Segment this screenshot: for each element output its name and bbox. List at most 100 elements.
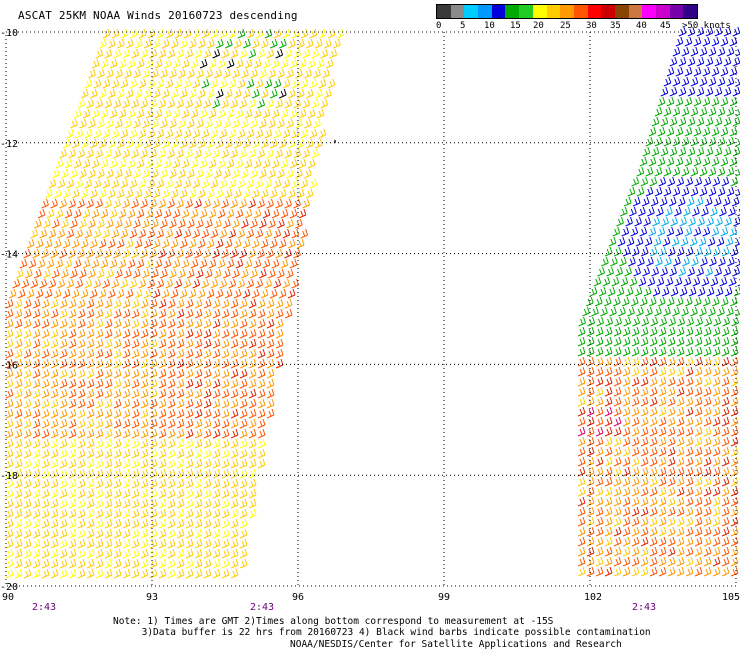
wind-barb (658, 516, 667, 527)
wind-barb (257, 298, 266, 309)
wind-barb (604, 396, 613, 407)
lon-label: 96 (292, 592, 304, 603)
wind-barb (595, 476, 604, 487)
wind-barb (685, 496, 694, 507)
wind-barb (586, 526, 595, 537)
wind-barb (91, 158, 100, 169)
wind-barb (586, 546, 595, 557)
wind-barb (607, 286, 616, 297)
wind-barb (185, 548, 194, 559)
wind-barb (627, 306, 635, 317)
wind-barb (257, 428, 266, 439)
wind-barb (672, 46, 681, 57)
wind-barb (149, 458, 158, 469)
lon-label: 90 (2, 592, 14, 603)
wind-barb (681, 306, 689, 317)
wind-barb (199, 158, 208, 169)
wind-barb (208, 58, 217, 69)
wind-barb (86, 438, 95, 449)
wind-barb (701, 276, 710, 287)
wind-barb (32, 398, 41, 409)
wind-barb (95, 548, 104, 559)
wind-barb (696, 116, 705, 127)
wind-barb (131, 328, 140, 339)
legend-tick-labels: 0 5 10 15 20 25 30 35 40 45 >50 knots (436, 19, 736, 31)
wind-barb (658, 386, 667, 397)
wind-barb (86, 528, 95, 539)
wind-barb (50, 308, 59, 319)
wind-barb (185, 458, 194, 469)
wind-barb (712, 446, 721, 457)
wind-barb (145, 158, 154, 169)
wind-barb (257, 458, 266, 469)
wind-barb (217, 58, 226, 69)
wind-barb (293, 248, 301, 259)
wind-barb (23, 298, 32, 309)
lon-label: 99 (438, 592, 450, 603)
wind-barb (696, 266, 704, 277)
wind-barb (68, 338, 77, 349)
wind-barb (77, 548, 86, 559)
wind-barb (113, 148, 121, 159)
wind-barb (59, 378, 68, 389)
wind-barb (203, 348, 212, 359)
wind-barb (59, 308, 68, 319)
wind-barb (577, 346, 586, 357)
wind-barb (50, 458, 59, 469)
wind-barb (712, 326, 721, 337)
wind-barb (86, 318, 95, 329)
wind-barb (14, 388, 23, 399)
wind-barb (577, 416, 586, 427)
wind-barb (645, 136, 654, 147)
wind-barb (230, 468, 239, 479)
wind-barb (264, 78, 273, 89)
wind-barb (183, 28, 192, 39)
wind-barb (735, 138, 740, 147)
wind-barb (293, 148, 301, 159)
wind-barb (711, 226, 720, 237)
wind-barb (239, 508, 248, 519)
wind-barb (577, 536, 586, 547)
wind-barb (50, 338, 59, 349)
wind-barb (699, 46, 708, 57)
wind-barb (239, 48, 248, 59)
wind-barb (190, 258, 199, 269)
wind-barb (186, 268, 195, 279)
wind-barb (176, 318, 185, 329)
wind-barb (53, 188, 62, 199)
wind-barb (622, 336, 631, 347)
wind-barb (248, 508, 257, 519)
wind-barb (59, 398, 68, 409)
wind-barb (66, 178, 75, 189)
wind-barb (44, 238, 53, 249)
wind-barb (577, 556, 586, 567)
wind-barb (152, 188, 161, 199)
wind-barb (712, 436, 721, 447)
wind-barb (212, 388, 221, 399)
wind-barb (41, 468, 50, 479)
wind-barb (88, 68, 96, 79)
wind-barb (104, 248, 112, 259)
legend-swatch (587, 5, 602, 18)
wind-barb (730, 366, 739, 377)
wind-barb (594, 296, 603, 307)
wind-barb (715, 286, 724, 297)
wind-barb (640, 176, 649, 187)
wind-barb (248, 318, 257, 329)
wind-barb (648, 226, 657, 237)
wind-barb (5, 528, 14, 539)
wind-barb (293, 98, 302, 109)
wind-barb (75, 128, 84, 139)
wind-barb (275, 348, 284, 359)
wind-barb (223, 118, 231, 129)
wind-barb (140, 438, 149, 449)
wind-barb (95, 338, 104, 349)
lat-label: -16 (0, 360, 18, 371)
wind-barb (109, 108, 118, 119)
wind-barb (23, 308, 32, 319)
wind-barb (160, 68, 168, 79)
wind-barb (214, 68, 222, 79)
wind-barb (61, 168, 69, 179)
wind-barb (32, 488, 41, 499)
wind-barb (192, 78, 201, 89)
